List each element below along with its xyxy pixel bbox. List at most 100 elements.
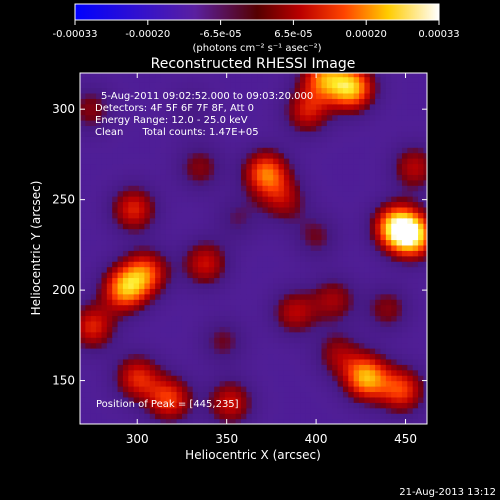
heatmap-cell xyxy=(90,201,97,208)
heatmap-cell xyxy=(375,326,382,333)
heatmap-cell xyxy=(85,212,92,219)
heatmap-cell xyxy=(369,353,376,360)
heatmap-cell xyxy=(106,179,113,186)
heatmap-cell xyxy=(96,337,103,344)
heatmap-cell xyxy=(160,174,167,181)
heatmap-cell xyxy=(203,239,210,246)
heatmap-cell xyxy=(342,212,349,219)
heatmap-cell xyxy=(203,418,210,424)
heatmap-cell xyxy=(305,212,312,219)
heatmap-cell xyxy=(294,266,301,273)
heatmap-cell xyxy=(326,272,333,279)
heatmap-cell xyxy=(224,272,231,279)
heatmap-cell xyxy=(192,179,199,186)
heatmap-cell xyxy=(240,98,247,105)
heatmap-cell xyxy=(364,353,371,360)
heatmap-cell xyxy=(412,326,419,333)
heatmap-cell xyxy=(219,120,226,127)
heatmap-cell xyxy=(85,261,92,268)
heatmap-cell xyxy=(407,141,414,148)
heatmap-cell xyxy=(418,396,425,403)
heatmap-cell xyxy=(160,179,167,186)
heatmap-cell xyxy=(380,402,387,409)
heatmap-cell xyxy=(112,212,119,219)
heatmap-cell xyxy=(230,315,237,322)
heatmap-cell xyxy=(294,92,301,99)
heatmap-cell xyxy=(305,320,312,327)
heatmap-cell xyxy=(326,239,333,246)
heatmap-cell xyxy=(160,337,167,344)
heatmap-cell xyxy=(133,114,140,121)
heatmap-cell xyxy=(353,98,360,105)
heatmap-cell xyxy=(369,223,376,230)
heatmap-cell xyxy=(332,337,339,344)
heatmap-cell xyxy=(385,152,392,159)
heatmap-cell xyxy=(187,92,194,99)
heatmap-cell xyxy=(198,272,205,279)
heatmap-cell xyxy=(246,98,253,105)
heatmap-cell xyxy=(401,179,408,186)
heatmap-cell xyxy=(348,413,355,420)
heatmap-cell xyxy=(262,353,269,360)
heatmap-cell xyxy=(380,206,387,213)
heatmap-cell xyxy=(214,418,221,424)
heatmap-cell xyxy=(235,255,242,262)
heatmap-cell xyxy=(364,73,371,78)
heatmap-cell xyxy=(214,114,221,121)
heatmap-cell xyxy=(80,201,86,208)
heatmap-cell xyxy=(203,272,210,279)
heatmap-cell xyxy=(122,358,129,365)
heatmap-cell xyxy=(171,130,178,137)
heatmap-cell xyxy=(144,353,151,360)
heatmap-cell xyxy=(230,168,237,175)
heatmap-cell xyxy=(326,163,333,170)
heatmap-cell xyxy=(155,418,162,424)
heatmap-cell xyxy=(257,293,264,300)
heatmap-cell xyxy=(300,174,306,181)
heatmap-cell xyxy=(300,272,306,279)
heatmap-cell xyxy=(273,331,280,338)
heatmap-cell xyxy=(230,130,237,137)
heatmap-cell xyxy=(375,272,382,279)
heatmap-cell xyxy=(192,288,199,295)
heatmap-cell xyxy=(337,293,344,300)
heatmap-cell xyxy=(348,87,355,94)
heatmap-cell xyxy=(364,103,371,110)
heatmap-cell xyxy=(396,174,403,181)
heatmap-cell xyxy=(160,402,167,409)
heatmap-cell xyxy=(418,163,425,170)
heatmap-cell xyxy=(412,320,419,327)
heatmap-cell xyxy=(305,179,312,186)
heatmap-cell xyxy=(369,396,376,403)
heatmap-cell xyxy=(208,201,215,208)
heatmap-cell xyxy=(240,266,247,273)
heatmap-cell xyxy=(203,386,210,393)
heatmap-cell xyxy=(385,337,392,344)
heatmap-cell xyxy=(160,326,167,333)
heatmap-cell xyxy=(214,179,221,186)
heatmap-cell xyxy=(90,293,97,300)
heatmap-cell xyxy=(160,141,167,148)
heatmap-cell xyxy=(208,348,215,355)
heatmap-cell xyxy=(278,73,285,78)
heatmap-cell xyxy=(369,109,376,116)
heatmap-cell xyxy=(96,342,103,349)
heatmap-cell xyxy=(267,234,274,241)
heatmap-cell xyxy=(267,190,274,197)
heatmap-cell xyxy=(85,120,92,127)
heatmap-cell xyxy=(337,147,344,154)
heatmap-cell xyxy=(418,244,425,251)
heatmap-cell xyxy=(348,136,355,143)
heatmap-cell xyxy=(192,348,199,355)
heatmap-cell xyxy=(80,114,86,121)
heatmap-cell xyxy=(273,234,280,241)
heatmap-cell xyxy=(418,310,425,317)
heatmap-cell xyxy=(187,234,194,241)
heatmap-cell xyxy=(423,358,427,365)
heatmap-cell xyxy=(165,299,172,306)
heatmap-cell xyxy=(133,353,140,360)
heatmap-cell xyxy=(246,228,253,235)
heatmap-cell xyxy=(359,282,365,289)
heatmap-cell xyxy=(85,217,92,224)
heatmap-cell xyxy=(321,73,328,78)
